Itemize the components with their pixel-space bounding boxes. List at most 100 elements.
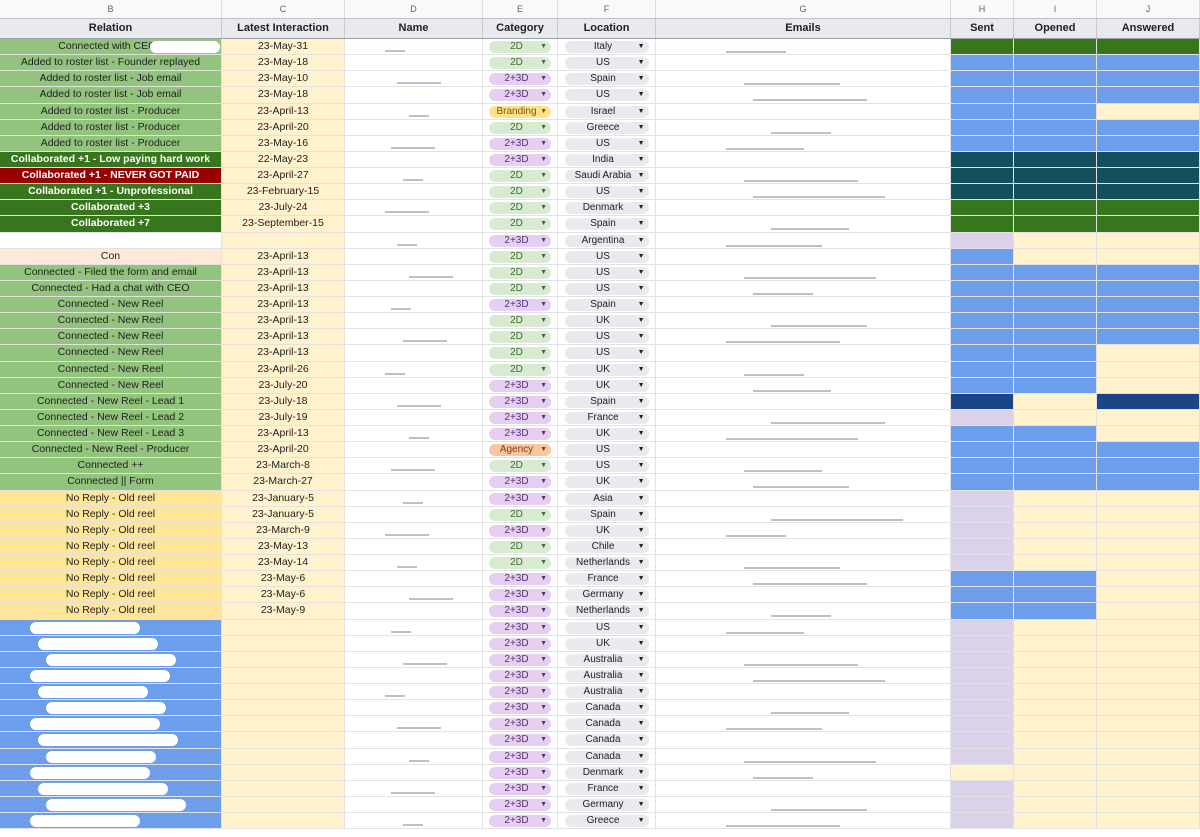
email-cell[interactable]: [656, 587, 951, 603]
category-cell[interactable]: Agency ▼: [483, 442, 558, 458]
category-chip[interactable]: Branding ▼: [489, 105, 551, 118]
location-chip[interactable]: Spain ▼: [564, 395, 649, 408]
sent-status-cell[interactable]: [951, 280, 1014, 296]
answered-status-cell[interactable]: [1097, 603, 1200, 619]
location-cell[interactable]: US ▼: [558, 280, 656, 296]
opened-status-cell[interactable]: [1014, 297, 1097, 313]
latest-interaction-cell[interactable]: [222, 780, 345, 796]
relation-cell[interactable]: No Reply - Old reel: [0, 571, 222, 587]
location-cell[interactable]: France ▼: [558, 571, 656, 587]
relation-cell[interactable]: Connected ++: [0, 458, 222, 474]
relation-cell[interactable]: Connected - Filed the form and email: [0, 264, 222, 280]
location-chip[interactable]: US ▼: [564, 460, 649, 473]
email-cell[interactable]: [656, 313, 951, 329]
email-cell[interactable]: [656, 635, 951, 651]
answered-status-cell[interactable]: [1097, 426, 1200, 442]
answered-status-cell[interactable]: [1097, 732, 1200, 748]
name-cell[interactable]: [345, 700, 483, 716]
email-cell[interactable]: [656, 458, 951, 474]
category-chip[interactable]: 2D ▼: [489, 331, 551, 344]
col-letter-i[interactable]: I: [1014, 0, 1097, 18]
opened-status-cell[interactable]: [1014, 71, 1097, 87]
email-cell[interactable]: [656, 55, 951, 71]
relation-cell[interactable]: Collaborated +1 - NEVER GOT PAID: [0, 168, 222, 184]
name-cell[interactable]: [345, 313, 483, 329]
relation-cell[interactable]: No Reply - Old reel: [0, 538, 222, 554]
latest-interaction-cell[interactable]: [222, 667, 345, 683]
answered-status-cell[interactable]: [1097, 87, 1200, 103]
location-cell[interactable]: US ▼: [558, 184, 656, 200]
name-cell[interactable]: [345, 168, 483, 184]
location-chip[interactable]: Spain ▼: [564, 218, 649, 231]
location-chip[interactable]: Netherlands ▼: [564, 557, 649, 569]
name-cell[interactable]: [345, 619, 483, 635]
opened-status-cell[interactable]: [1014, 587, 1097, 603]
category-cell[interactable]: 2+3D ▼: [483, 426, 558, 442]
name-cell[interactable]: [345, 248, 483, 264]
category-cell[interactable]: 2D ▼: [483, 184, 558, 200]
latest-interaction-cell[interactable]: [222, 700, 345, 716]
category-cell[interactable]: 2+3D ▼: [483, 764, 558, 780]
answered-status-cell[interactable]: [1097, 716, 1200, 732]
email-cell[interactable]: [656, 684, 951, 700]
name-cell[interactable]: [345, 474, 483, 490]
relation-cell[interactable]: [0, 796, 222, 812]
category-chip[interactable]: 2+3D ▼: [489, 798, 551, 811]
category-chip[interactable]: 2D ▼: [489, 266, 551, 279]
category-chip[interactable]: 2+3D ▼: [489, 492, 551, 505]
name-cell[interactable]: [345, 587, 483, 603]
relation-cell[interactable]: Connected - Had a chat with CEO: [0, 280, 222, 296]
name-cell[interactable]: [345, 55, 483, 71]
category-cell[interactable]: 2D ▼: [483, 119, 558, 135]
category-cell[interactable]: 2+3D ▼: [483, 490, 558, 506]
location-chip[interactable]: US ▼: [564, 186, 649, 199]
location-cell[interactable]: US ▼: [558, 87, 656, 103]
answered-status-cell[interactable]: [1097, 748, 1200, 764]
relation-cell[interactable]: No Reply - Old reel: [0, 506, 222, 522]
answered-status-cell[interactable]: [1097, 651, 1200, 667]
location-chip[interactable]: US ▼: [564, 331, 649, 344]
name-cell[interactable]: [345, 280, 483, 296]
opened-status-cell[interactable]: [1014, 813, 1097, 829]
answered-status-cell[interactable]: [1097, 442, 1200, 458]
relation-cell[interactable]: No Reply - Old reel: [0, 603, 222, 619]
answered-status-cell[interactable]: [1097, 684, 1200, 700]
location-cell[interactable]: Denmark ▼: [558, 764, 656, 780]
answered-status-cell[interactable]: [1097, 232, 1200, 248]
opened-status-cell[interactable]: [1014, 555, 1097, 571]
latest-interaction-cell[interactable]: 23-April-13: [222, 313, 345, 329]
location-chip[interactable]: India ▼: [564, 153, 649, 166]
name-cell[interactable]: [345, 393, 483, 409]
latest-interaction-cell[interactable]: 23-April-13: [222, 297, 345, 313]
category-cell[interactable]: 2D ▼: [483, 458, 558, 474]
relation-cell[interactable]: [0, 635, 222, 651]
email-cell[interactable]: [656, 813, 951, 829]
opened-status-cell[interactable]: [1014, 329, 1097, 345]
opened-status-cell[interactable]: [1014, 474, 1097, 490]
location-chip[interactable]: Argentina ▼: [564, 234, 649, 247]
answered-status-cell[interactable]: [1097, 103, 1200, 119]
location-chip[interactable]: Israel ▼: [564, 105, 649, 118]
email-cell[interactable]: [656, 538, 951, 554]
email-cell[interactable]: [656, 361, 951, 377]
opened-status-cell[interactable]: [1014, 684, 1097, 700]
category-chip[interactable]: 2+3D ▼: [489, 637, 551, 650]
sent-status-cell[interactable]: [951, 103, 1014, 119]
latest-interaction-cell[interactable]: [222, 732, 345, 748]
location-cell[interactable]: US ▼: [558, 442, 656, 458]
latest-interaction-cell[interactable]: 23-January-5: [222, 506, 345, 522]
answered-status-cell[interactable]: [1097, 184, 1200, 200]
location-cell[interactable]: US ▼: [558, 345, 656, 361]
answered-status-cell[interactable]: [1097, 813, 1200, 829]
name-cell[interactable]: [345, 39, 483, 55]
relation-cell[interactable]: Collaborated +3: [0, 200, 222, 216]
category-chip[interactable]: 2+3D ▼: [489, 573, 551, 586]
category-cell[interactable]: 2D ▼: [483, 168, 558, 184]
relation-cell[interactable]: [0, 700, 222, 716]
category-cell[interactable]: 2+3D ▼: [483, 732, 558, 748]
sent-status-cell[interactable]: [951, 522, 1014, 538]
opened-status-cell[interactable]: [1014, 313, 1097, 329]
sent-status-cell[interactable]: [951, 619, 1014, 635]
location-chip[interactable]: Saudi Arabia ▼: [564, 170, 649, 182]
relation-cell[interactable]: Connected - New Reel - Lead 3: [0, 426, 222, 442]
